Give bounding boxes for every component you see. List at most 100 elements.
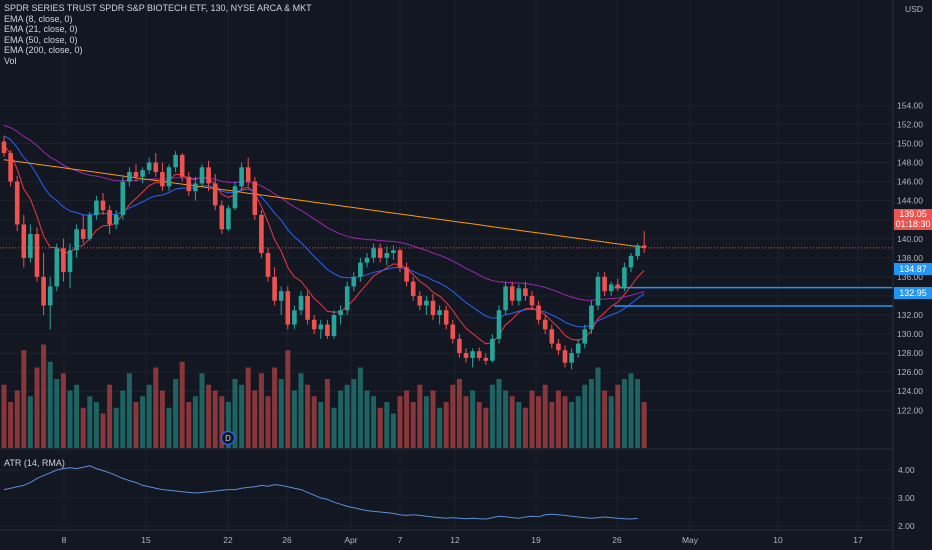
atr-line[interactable] — [3, 465, 638, 520]
indicator-volume-label[interactable]: Vol — [4, 55, 17, 66]
candle[interactable] — [226, 205, 231, 232]
candle[interactable] — [272, 267, 277, 306]
candle[interactable] — [28, 224, 33, 263]
candle[interactable] — [212, 173, 218, 211]
candle[interactable] — [404, 262, 409, 287]
candle[interactable] — [443, 305, 449, 330]
candle[interactable] — [417, 291, 423, 311]
candle[interactable] — [133, 164, 139, 182]
candle[interactable] — [450, 319, 456, 344]
candle[interactable] — [344, 281, 350, 315]
candle[interactable] — [311, 315, 317, 335]
candle[interactable] — [595, 272, 601, 311]
candle[interactable] — [430, 294, 436, 320]
candle[interactable] — [582, 324, 588, 349]
candle[interactable] — [252, 176, 258, 220]
candle[interactable] — [556, 338, 561, 356]
candle[interactable] — [463, 348, 469, 363]
candle[interactable] — [47, 276, 53, 330]
candle[interactable] — [622, 262, 627, 292]
candle[interactable] — [338, 305, 343, 325]
candle[interactable] — [153, 152, 159, 177]
candle[interactable] — [470, 348, 475, 368]
candle[interactable] — [483, 353, 489, 365]
candle[interactable] — [628, 253, 634, 273]
candle[interactable] — [305, 291, 310, 325]
candle[interactable] — [173, 151, 178, 173]
candle[interactable] — [589, 300, 594, 335]
candle[interactable] — [384, 246, 390, 266]
candle[interactable] — [245, 157, 251, 187]
candle[interactable] — [259, 210, 264, 258]
candle[interactable] — [146, 157, 152, 174]
candle[interactable] — [107, 205, 112, 234]
indicator-ema200-label[interactable]: EMA (200, close, 0) — [4, 45, 83, 55]
candle[interactable] — [635, 243, 640, 260]
candle[interactable] — [87, 212, 93, 241]
ema8-line[interactable] — [3, 145, 645, 345]
candle[interactable] — [490, 334, 495, 363]
candle[interactable] — [358, 257, 363, 282]
candle[interactable] — [457, 334, 462, 358]
candle[interactable] — [410, 276, 416, 301]
candle[interactable] — [285, 286, 291, 330]
candle[interactable] — [364, 253, 370, 268]
candle[interactable] — [160, 162, 165, 192]
candle[interactable] — [602, 272, 607, 296]
candle[interactable] — [186, 172, 192, 196]
candle[interactable] — [219, 200, 225, 234]
candle[interactable] — [113, 210, 119, 230]
candle[interactable] — [100, 193, 106, 215]
dividend-icon[interactable] — [220, 430, 236, 446]
candle[interactable] — [542, 315, 548, 335]
candle[interactable] — [318, 319, 324, 339]
candle[interactable] — [14, 175, 20, 232]
event-marker-dividend[interactable]: D — [220, 430, 236, 446]
ema21-line[interactable] — [3, 135, 645, 328]
candle[interactable] — [536, 300, 541, 325]
candle[interactable] — [74, 224, 79, 258]
candle[interactable] — [34, 227, 40, 282]
candle[interactable] — [509, 281, 515, 306]
ema200-line[interactable] — [3, 159, 645, 248]
candle[interactable] — [21, 214, 27, 268]
atr-legend[interactable]: ATR (14, RMA) — [4, 458, 65, 468]
candle[interactable] — [206, 160, 211, 192]
candle[interactable] — [371, 243, 376, 263]
candle[interactable] — [80, 214, 86, 244]
candle[interactable] — [179, 152, 185, 182]
candle[interactable] — [292, 305, 297, 330]
candle[interactable] — [239, 162, 244, 192]
candle[interactable] — [193, 176, 198, 201]
indicator-ema50-label[interactable]: EMA (50, close, 0) — [4, 34, 78, 45]
candle[interactable] — [391, 245, 396, 260]
candle[interactable] — [232, 181, 238, 211]
indicator-ema21-label[interactable]: EMA (21, close, 0) — [4, 24, 78, 34]
candle[interactable] — [351, 272, 357, 292]
candle[interactable] — [61, 238, 66, 282]
candle[interactable] — [140, 167, 145, 184]
candle[interactable] — [569, 348, 574, 370]
candle[interactable] — [120, 176, 126, 220]
candle[interactable] — [549, 324, 555, 349]
candle[interactable] — [562, 345, 568, 368]
candle[interactable] — [54, 243, 60, 292]
candle[interactable] — [516, 284, 522, 306]
candle[interactable] — [41, 253, 46, 315]
candle[interactable] — [166, 164, 172, 192]
candle[interactable] — [94, 195, 99, 220]
candle[interactable] — [278, 286, 284, 315]
candle[interactable] — [529, 291, 535, 311]
candle[interactable] — [615, 278, 621, 292]
candle[interactable] — [298, 291, 304, 315]
candle[interactable] — [641, 231, 647, 254]
indicator-ema8-label[interactable]: EMA (8, close, 0) — [4, 13, 73, 24]
candle[interactable] — [67, 243, 73, 289]
candle[interactable] — [265, 248, 271, 282]
candle[interactable] — [377, 243, 383, 263]
candle[interactable] — [397, 248, 403, 273]
symbol-title[interactable]: SPDR SERIES TRUST SPDR S&P BIOTECH ETF, … — [4, 3, 312, 13]
candle[interactable] — [199, 164, 205, 187]
candle[interactable] — [331, 310, 337, 339]
